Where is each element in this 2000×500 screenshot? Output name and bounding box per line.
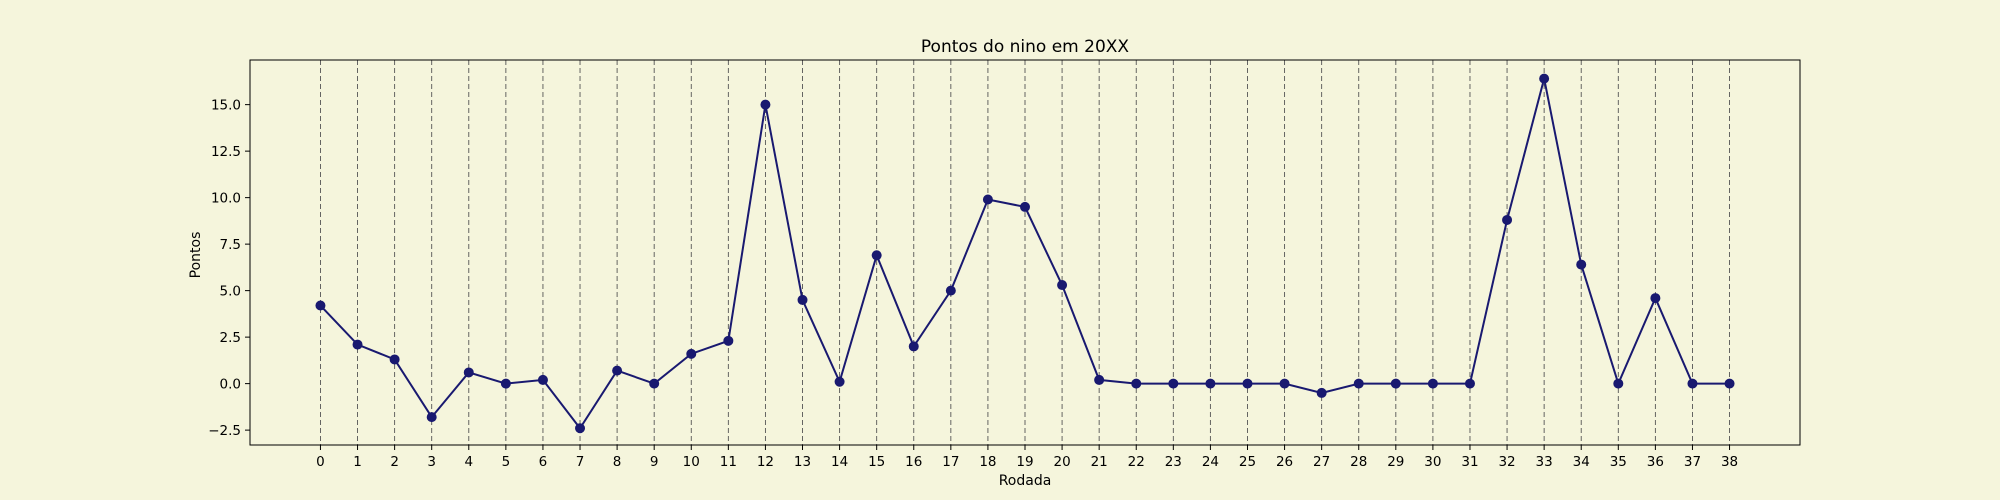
y-tick-label: 5.0	[220, 284, 241, 300]
data-point	[352, 339, 363, 350]
data-point	[1353, 378, 1364, 389]
data-point	[982, 194, 993, 205]
data-point	[1502, 214, 1513, 225]
x-tick-label: 4	[464, 454, 473, 470]
x-tick-label: 19	[1016, 454, 1033, 470]
axis-ticks: 0 1 2 3 4 5 6 7 8 9 10 11 12 13 14 15 16 17 18 19 20 21 22 23 24…	[208, 98, 1738, 470]
y-tick-label: 15.0	[211, 98, 241, 114]
data-point	[871, 250, 882, 261]
data-point	[1168, 378, 1179, 389]
y-tick-label: 2.5	[220, 330, 241, 346]
x-tick-label: 7	[576, 454, 585, 470]
data-point	[908, 341, 919, 352]
data-point	[463, 367, 474, 378]
data-point	[797, 294, 808, 305]
y-tick-label: −2.5	[208, 423, 241, 439]
data-point	[1539, 73, 1550, 84]
x-tick-label: 16	[905, 454, 922, 470]
data-point	[1205, 378, 1216, 389]
data-point	[834, 376, 845, 387]
data-point	[1020, 201, 1030, 212]
x-tick-label: 28	[1350, 454, 1367, 470]
chart-title: Pontos do nino em 20XX	[921, 37, 1130, 57]
data-point	[723, 335, 734, 346]
x-tick-label: 18	[979, 454, 996, 470]
x-tick-label: 14	[831, 454, 848, 470]
data-point	[1724, 378, 1735, 389]
x-tick-label: 29	[1387, 454, 1404, 470]
data-point	[1650, 293, 1661, 304]
data-point	[649, 378, 660, 389]
data-point	[537, 374, 548, 385]
x-tick-label: 23	[1165, 454, 1182, 470]
x-tick-label: 27	[1313, 454, 1330, 470]
x-tick-label: 1	[353, 454, 362, 470]
data-point	[426, 412, 437, 423]
x-tick-label: 35	[1610, 454, 1627, 470]
x-tick-label: 24	[1202, 454, 1219, 470]
x-tick-label: 17	[942, 454, 959, 470]
x-tick-label: 34	[1573, 454, 1590, 470]
x-axis-label: Rodada	[999, 473, 1052, 489]
data-point	[1131, 378, 1142, 389]
x-tick-label: 11	[720, 454, 737, 470]
x-tick-label: 37	[1684, 454, 1701, 470]
x-tick-label: 21	[1091, 454, 1108, 470]
x-tick-label: 6	[539, 454, 548, 470]
data-point	[1057, 280, 1068, 291]
y-axis-label: Pontos	[188, 232, 204, 279]
y-tick-label: 0.0	[220, 377, 241, 393]
x-tick-label: 20	[1053, 454, 1070, 470]
x-tick-label: 31	[1461, 454, 1478, 470]
plot-frame	[249, 59, 1801, 446]
data-point	[1464, 378, 1475, 389]
data-point	[686, 348, 697, 359]
x-tick-label: 3	[427, 454, 436, 470]
x-tick-label: 9	[650, 454, 659, 470]
x-tick-label: 10	[683, 454, 700, 470]
x-tick-label: 36	[1647, 454, 1664, 470]
data-point	[1279, 378, 1290, 389]
x-tick-label: 38	[1721, 454, 1738, 470]
x-tick-label: 22	[1128, 454, 1145, 470]
x-tick-label: 0	[316, 454, 325, 470]
x-tick-label: 26	[1276, 454, 1293, 470]
x-tick-label: 8	[613, 454, 622, 470]
data-point	[1242, 378, 1253, 389]
data-point	[1687, 378, 1698, 389]
x-tick-label: 30	[1424, 454, 1441, 470]
series	[315, 73, 1735, 434]
data-point	[1390, 378, 1401, 389]
data-point	[1094, 374, 1105, 385]
data-point	[575, 423, 586, 434]
y-tick-label: 7.5	[220, 237, 241, 253]
x-tick-label: 5	[502, 454, 511, 470]
y-tick-label: 12.5	[211, 144, 241, 160]
data-point	[945, 285, 956, 296]
data-point	[1576, 259, 1587, 270]
y-tick-label: 10.0	[211, 191, 241, 207]
data-point	[315, 300, 326, 311]
data-point	[1316, 387, 1327, 398]
data-point	[1427, 378, 1438, 389]
x-tick-label: 33	[1536, 454, 1553, 470]
x-tick-label: 12	[757, 454, 774, 470]
data-point	[760, 99, 771, 110]
x-tick-label: 13	[794, 454, 811, 470]
x-tick-label: 25	[1239, 454, 1256, 470]
x-tick-label: 2	[390, 454, 399, 470]
data-point	[500, 378, 511, 389]
data-point	[612, 365, 623, 376]
data-point	[389, 354, 400, 365]
x-tick-label: 15	[868, 454, 885, 470]
data-point	[1613, 378, 1624, 389]
x-tick-label: 32	[1498, 454, 1515, 470]
